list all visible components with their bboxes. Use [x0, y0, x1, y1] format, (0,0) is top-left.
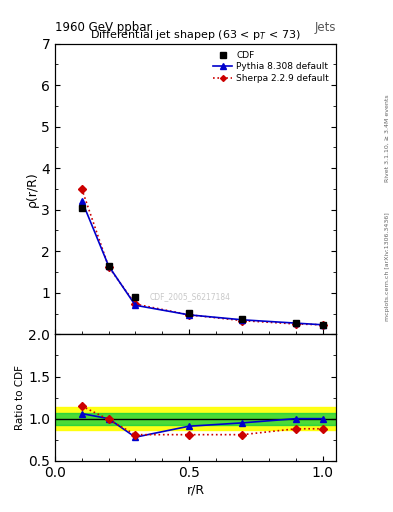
Sherpa 2.2.9 default — [320, 322, 325, 328]
CDF — [294, 320, 298, 326]
CDF — [133, 294, 138, 300]
CDF — [240, 316, 245, 322]
Pythia 8.308 default — [106, 263, 111, 269]
Text: 1960 GeV ppbar: 1960 GeV ppbar — [55, 21, 152, 34]
Pythia 8.308 default — [186, 312, 191, 318]
Text: Rivet 3.1.10, ≥ 3.4M events: Rivet 3.1.10, ≥ 3.4M events — [385, 94, 389, 182]
Sherpa 2.2.9 default — [106, 264, 111, 270]
CDF — [186, 310, 191, 316]
X-axis label: r/R: r/R — [186, 484, 205, 497]
CDF — [320, 322, 325, 328]
Title: Differential jet shapep (63 < p$_T$ < 73): Differential jet shapep (63 < p$_T$ < 73… — [90, 28, 301, 42]
Text: mcplots.cern.ch [arXiv:1306.3436]: mcplots.cern.ch [arXiv:1306.3436] — [385, 212, 389, 321]
Text: Jets: Jets — [314, 21, 336, 34]
Legend: CDF, Pythia 8.308 default, Sherpa 2.2.9 default: CDF, Pythia 8.308 default, Sherpa 2.2.9 … — [211, 48, 332, 86]
Text: CDF_2005_S6217184: CDF_2005_S6217184 — [149, 292, 230, 302]
Pythia 8.308 default — [320, 322, 325, 328]
Sherpa 2.2.9 default — [186, 312, 191, 318]
CDF — [106, 263, 111, 269]
Line: CDF: CDF — [78, 204, 326, 328]
Line: Pythia 8.308 default: Pythia 8.308 default — [78, 197, 326, 328]
Pythia 8.308 default — [294, 320, 298, 326]
CDF — [79, 205, 84, 211]
Pythia 8.308 default — [133, 302, 138, 308]
Sherpa 2.2.9 default — [240, 317, 245, 324]
Line: Sherpa 2.2.9 default: Sherpa 2.2.9 default — [79, 186, 325, 328]
Pythia 8.308 default — [79, 198, 84, 204]
Y-axis label: ρ(r/R): ρ(r/R) — [26, 171, 39, 207]
Pythia 8.308 default — [240, 317, 245, 323]
Sherpa 2.2.9 default — [79, 186, 84, 192]
Sherpa 2.2.9 default — [294, 321, 298, 327]
Sherpa 2.2.9 default — [133, 301, 138, 307]
Y-axis label: Ratio to CDF: Ratio to CDF — [15, 365, 26, 430]
